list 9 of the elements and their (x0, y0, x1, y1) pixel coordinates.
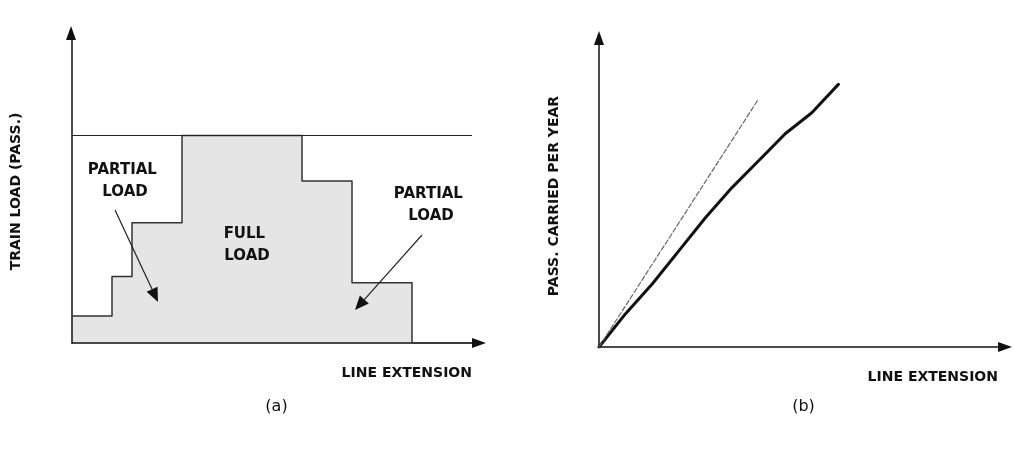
annotation: FULL LOAD (223, 224, 271, 264)
x-axis-title: LINE EXTENSION (341, 364, 472, 380)
text: (a) (265, 395, 288, 415)
x-axis-title: LINE EXTENSION (867, 368, 998, 384)
y-axis-title: TRAIN LOAD (PASS.) (7, 112, 23, 271)
annotation: PARTIAL LOAD (87, 160, 163, 200)
y-axis-title: PASS. CARRIED PER YEAR (545, 95, 561, 297)
annotation: PARTIAL LOAD (393, 184, 469, 224)
text: (b) (792, 395, 815, 415)
